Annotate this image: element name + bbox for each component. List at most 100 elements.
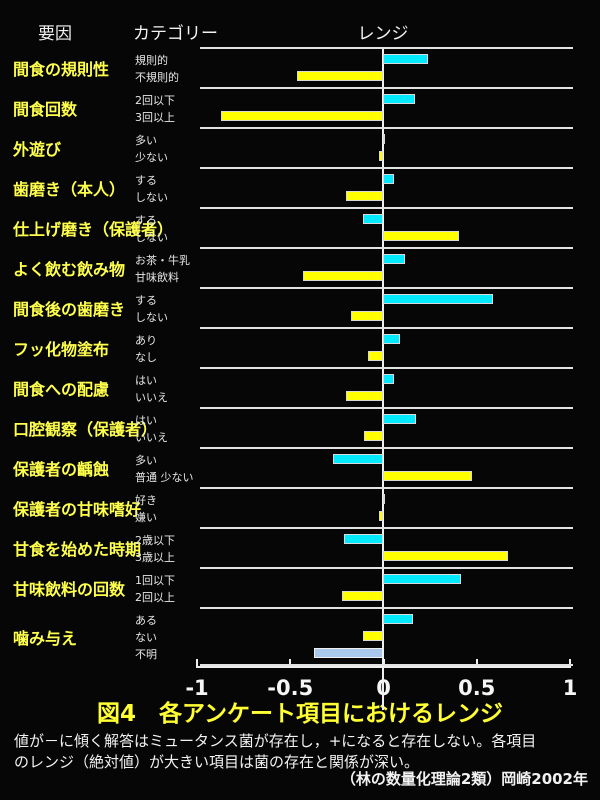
factor-label: 歯磨き（本人） — [13, 180, 126, 199]
factor-group: 保護者の齲蝕 多い普通 少ない — [0, 449, 600, 487]
bar-track — [197, 91, 569, 108]
category-label: 好き — [135, 493, 157, 507]
group-separator — [200, 327, 573, 329]
factor-group: 甘味飲料の回数 1回以下 2回以上 — [0, 569, 600, 607]
bar-track — [197, 308, 569, 325]
category-label: はい — [135, 373, 157, 387]
bar-track — [197, 411, 569, 428]
category-row: ある — [0, 611, 600, 628]
range-bar — [383, 614, 413, 624]
x-axis-labels: -1-0.500.51 — [185, 676, 577, 710]
bar-track — [197, 468, 569, 485]
bar-track — [197, 148, 569, 165]
axis-tick — [569, 659, 571, 668]
range-bar — [383, 231, 460, 241]
category-row: ない — [0, 628, 600, 645]
bar-track — [197, 628, 569, 645]
category-row: 規則的 — [0, 51, 600, 68]
group-separator — [200, 567, 573, 569]
bar-track — [197, 228, 569, 245]
axis-tick — [475, 659, 478, 668]
range-bar — [383, 374, 395, 384]
factor-group: 歯磨き（本人） する しない — [0, 169, 600, 207]
category-row: なし — [0, 348, 600, 365]
category-label: なし — [135, 350, 157, 364]
factor-label: 保護者の齲蝕 — [13, 460, 110, 479]
factor-group: 間食後の歯磨き する しない — [0, 289, 600, 327]
category-row: 1回以下 — [0, 571, 600, 588]
range-bar — [343, 534, 383, 544]
group-separator — [200, 527, 573, 529]
axis-tick-label: 0.5 — [458, 676, 496, 700]
factor-label: 甘食を始めた時期 — [13, 540, 142, 559]
range-bar — [383, 94, 415, 104]
group-separator — [200, 47, 573, 49]
group-separator — [200, 367, 573, 369]
range-bar — [383, 334, 400, 344]
category-label: 多い — [135, 133, 157, 147]
range-bar — [314, 648, 383, 658]
category-row: しない — [0, 188, 600, 205]
bar-track — [197, 428, 569, 445]
category-row: 普通 少ない — [0, 468, 600, 485]
category-row: する — [0, 171, 600, 188]
category-row: あり — [0, 331, 600, 348]
factor-label: 口腔観察（保護者） — [13, 420, 158, 439]
factor-group: 仕上げ磨き（保護者） する しない — [0, 209, 600, 247]
range-bar — [364, 431, 383, 441]
bar-track — [197, 68, 569, 85]
category-label: 不規則的 — [135, 70, 179, 84]
chart-groups: 間食の規則性 規則的 不規則的 間食回数 2回以下 3回以上 外遊び 多い 少ない 歯磨き（本人）… — [0, 47, 600, 666]
category-label: 普通 少ない — [135, 470, 194, 484]
bar-track — [197, 251, 569, 268]
group-separator — [200, 447, 573, 449]
category-label: 2歳以下 — [135, 533, 175, 547]
group-separator — [200, 487, 573, 489]
bar-track — [197, 371, 569, 388]
factor-label: 仕上げ磨き（保護者） — [13, 220, 174, 239]
range-bar — [383, 551, 508, 561]
bar-track — [197, 291, 569, 308]
category-row: 2回以下 — [0, 91, 600, 108]
range-bar — [379, 511, 383, 521]
category-row: いいえ — [0, 428, 600, 445]
range-bar — [379, 151, 383, 161]
bar-track — [197, 171, 569, 188]
category-row: 多い — [0, 451, 600, 468]
category-label: 不明 — [135, 647, 157, 661]
category-label: 少ない — [135, 150, 168, 164]
bar-track — [197, 548, 569, 565]
factor-label: 間食の規則性 — [13, 60, 110, 79]
group-separator — [200, 664, 573, 666]
factor-group: 甘食を始めた時期 2歳以下 3歳以上 — [0, 529, 600, 567]
category-label: する — [135, 173, 157, 187]
range-bar — [383, 494, 385, 504]
bar-track — [197, 108, 569, 125]
category-label: 3回以上 — [135, 110, 175, 124]
category-label: 多い — [135, 453, 157, 467]
category-row: 3回以上 — [0, 108, 600, 125]
factor-label: フッ化物塗布 — [13, 340, 110, 359]
category-row: 少ない — [0, 148, 600, 165]
factor-label: 外遊び — [13, 140, 62, 159]
bar-track — [197, 645, 569, 662]
range-bar — [297, 71, 383, 81]
bar-track — [197, 451, 569, 468]
range-bar — [383, 294, 493, 304]
category-row: 甘味飲料 — [0, 268, 600, 285]
category-label: 規則的 — [135, 53, 168, 67]
range-bar — [368, 351, 383, 361]
range-bar — [383, 174, 395, 184]
bar-track — [197, 571, 569, 588]
range-bar — [351, 311, 383, 321]
factor-group: 間食の規則性 規則的不規則的 — [0, 49, 600, 87]
category-row: しない — [0, 308, 600, 325]
category-label: しない — [135, 310, 168, 324]
category-row: する — [0, 211, 600, 228]
bar-track — [197, 51, 569, 68]
group-separator — [200, 407, 573, 409]
category-label: 2回以上 — [135, 590, 175, 604]
range-bar — [383, 414, 417, 424]
group-separator — [200, 207, 573, 209]
caption-text: 値が－に傾く解答はミュータンス菌が存在し，+になると存在しない。各項目 のレンジ… — [14, 731, 590, 773]
